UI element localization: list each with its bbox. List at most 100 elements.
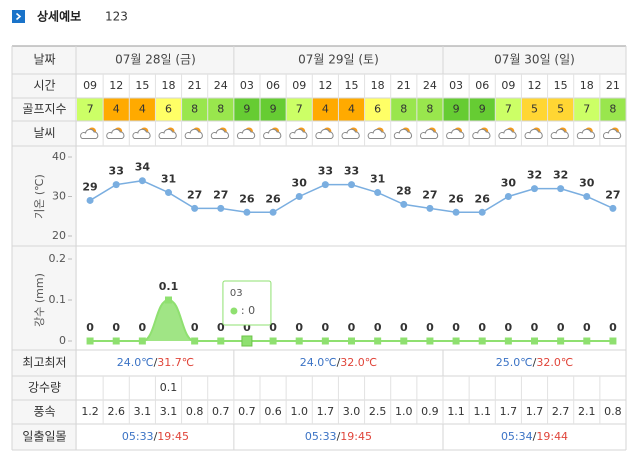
rain-label: 0 [400,321,408,334]
weather-icon-cloud [367,128,386,139]
golf-index: 9 [243,103,250,116]
temperature-point [86,196,94,204]
rain-label: 0 [609,321,617,334]
temperature-point [138,177,146,185]
golf-cell [495,98,522,121]
weather-icon-cloud [550,128,569,139]
golf-index: 4 [139,103,146,116]
temperature-point [400,200,408,208]
time-label: 21 [188,79,202,92]
sunrise: 05:34 [501,430,533,443]
wind-speed: 0.7 [212,405,230,418]
golf-index: 7 [505,103,512,116]
weather-icon-cloud [210,128,229,139]
temperature-point [478,208,486,216]
min-temp: 25.0℃ [496,356,533,369]
golf-cell [286,98,313,121]
min-max-temp: 24.0℃/31.7℃ [117,356,194,369]
rain-label: 0 [426,321,434,334]
row-label: 일출일몰 [22,430,66,444]
weather-icon-cloud [498,128,517,139]
weather-icon-cloud [446,128,465,139]
temperature-point [452,208,460,216]
tooltip-title: 03 [230,288,243,299]
weather-icon-cloud [393,128,412,139]
wind-speed: 3.0 [343,405,361,418]
temperature-point [609,204,617,212]
golf-cell [469,98,496,121]
wind-speed: 0.8 [604,405,622,418]
temperature-label: 27 [213,188,228,201]
time-label: 15 [554,79,568,92]
golf-index: 8 [191,103,198,116]
golf-cell [77,98,104,121]
sunrise-sunset: 05:33/19:45 [122,430,189,443]
row-label: 날짜 [33,53,55,67]
rain-point [86,337,94,345]
time-label: 12 [528,79,542,92]
temperature-point [243,208,251,216]
temperature-label: 34 [135,161,151,174]
golf-index: 9 [270,103,277,116]
temperature-point [165,189,172,197]
sunrise-sunset: 05:33/19:45 [305,430,372,443]
weather-icon-cloud [106,128,125,139]
time-label: 06 [475,79,489,92]
row-label: 시간 [33,79,55,93]
wind-speed: 1.0 [395,405,413,418]
rain-point [321,337,329,345]
temperature-label: 27 [187,188,202,201]
time-label: 09 [292,79,306,92]
rain-label: 0 [348,321,356,334]
wind-speed: 2.1 [578,405,596,418]
weather-icon-cloud [132,128,151,139]
time-label: 24 [423,79,437,92]
golf-index: 5 [531,103,538,116]
golf-index: 8 [400,103,407,116]
day-label: 07월 30일 (일) [494,53,575,67]
golf-index: 4 [322,103,329,116]
sunrise: 05:33 [305,430,337,443]
golf-index: 8 [609,103,616,116]
weather-icon-cloud [236,128,256,139]
golf-index: 7 [296,103,303,116]
rain-point [452,337,460,345]
rain-amount: 0.1 [160,381,178,394]
label-column-bg [12,46,77,450]
golf-index: 8 [426,103,433,116]
time-label: 18 [371,79,385,92]
y-axis-label: 기온 (℃) [33,174,46,219]
row-label: 최고최저 [22,356,66,370]
temperature-label: 27 [422,188,437,201]
rain-point [269,337,277,345]
rain-point [295,337,303,345]
min-temp: 24.0℃ [117,356,154,369]
sunset: 19:45 [340,430,372,443]
temperature-point [321,181,329,189]
min-max-temp: 25.0℃/32.0℃ [496,356,573,369]
rain-label: 0 [139,321,147,334]
sunset: 19:45 [157,430,189,443]
section-subtitle: 123 [105,10,128,24]
day-label: 07월 29일 (토) [298,53,379,67]
temperature-label: 33 [109,165,124,178]
time-label: 15 [345,79,359,92]
temperature-point [217,204,225,212]
rain-point [112,337,120,345]
golf-index: 4 [348,103,355,116]
temperature-label: 26 [239,192,255,205]
max-temp: 31.7℃ [157,356,194,369]
section-icon [12,10,25,23]
golf-index: 6 [374,103,381,116]
golf-index: 9 [453,103,460,116]
weather-icon-cloud [289,128,308,139]
golf-cell [416,98,443,121]
y-tick-label: 0 [59,334,66,347]
weather-icon-cloud [602,128,622,139]
rain-point [374,337,382,345]
tooltip-text: : 0 [241,304,255,317]
temperature-point [531,185,538,193]
time-label: 09 [501,79,515,92]
sunrise: 05:33 [122,430,154,443]
temperature-label: 28 [396,184,411,197]
